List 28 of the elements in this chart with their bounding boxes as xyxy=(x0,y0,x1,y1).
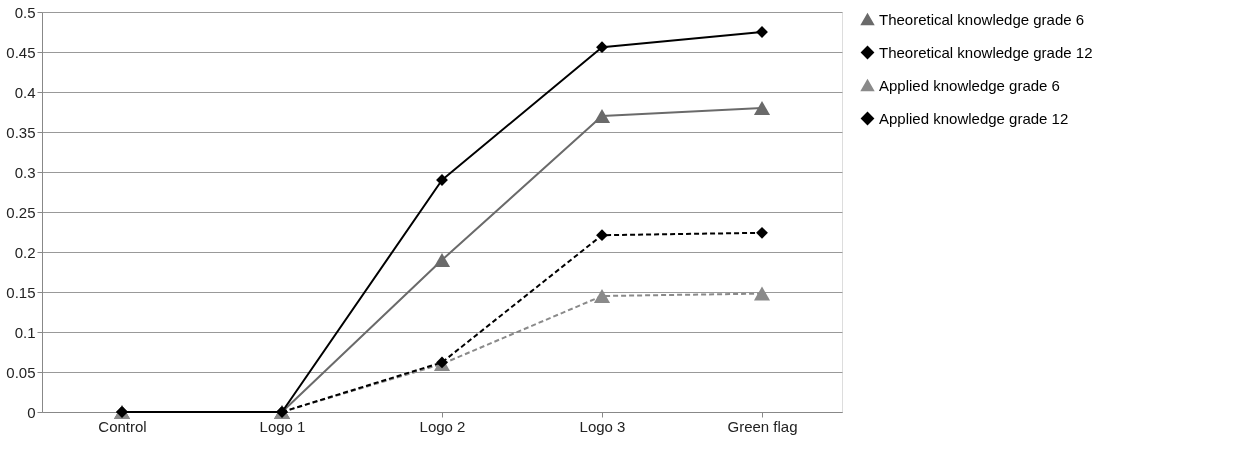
x-tick-label: Logo 3 xyxy=(579,417,626,435)
point xyxy=(596,229,608,242)
y-tick-label: 0.3 xyxy=(14,163,36,181)
y-tick-label: 0 xyxy=(27,403,36,421)
point xyxy=(596,41,608,54)
x-tick-label: Logo 1 xyxy=(259,417,306,435)
point xyxy=(756,226,768,239)
point xyxy=(593,289,611,303)
y-tick-label: 0.4 xyxy=(14,83,36,101)
point xyxy=(593,109,611,123)
y-tick-label: 0.35 xyxy=(6,123,36,141)
y-tick-label: 0.2 xyxy=(14,243,36,261)
x-tick-label: Logo 2 xyxy=(419,417,466,435)
point xyxy=(753,101,771,115)
y-tick-label: 0.15 xyxy=(6,283,36,301)
point xyxy=(753,286,771,301)
legend-label: Applied knowledge grade 12 xyxy=(879,109,1069,127)
x-tick-label: Control xyxy=(98,417,147,435)
x-tick-label: Green flag xyxy=(727,417,798,435)
y-tick-label: 0.25 xyxy=(6,203,36,221)
point xyxy=(433,253,451,267)
legend-label: Theoretical knowledge grade 12 xyxy=(879,43,1093,61)
y-tick-label: 0.05 xyxy=(6,363,36,381)
y-tick-label: 0.1 xyxy=(14,323,36,341)
legend-label: Applied knowledge grade 6 xyxy=(879,76,1060,94)
legend-label: Theoretical knowledge grade 6 xyxy=(879,10,1085,28)
y-tick-label: 0.5 xyxy=(14,3,36,21)
y-tick-label: 0.45 xyxy=(6,43,36,61)
